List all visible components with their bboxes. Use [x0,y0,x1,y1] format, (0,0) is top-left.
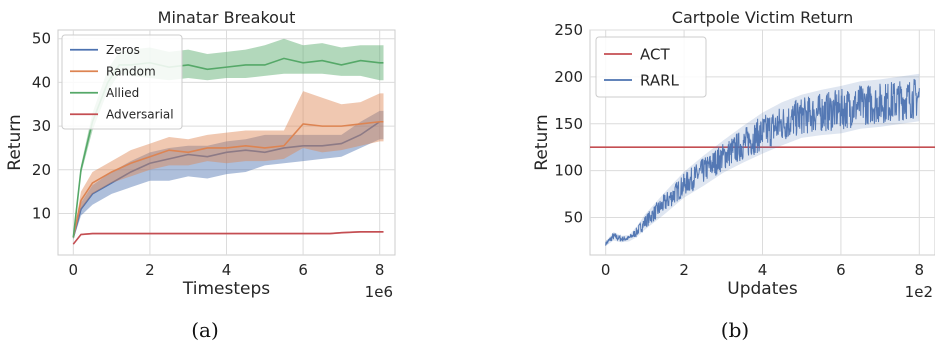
plot-series [590,73,935,246]
x-axis-scale-label: 1e2 [905,283,933,301]
y-tick-label: 20 [32,161,51,179]
band-adversarial [73,230,384,245]
y-tick-label: 250 [554,21,583,39]
legend-label-zeros: Zeros [106,43,140,57]
y-tick-label: 100 [554,162,583,180]
y-axis-label: Return [532,114,552,170]
chart-title: Minatar Breakout [158,8,296,27]
band-zeros [73,110,384,240]
y-tick-label: 150 [554,115,583,133]
band-random [73,91,384,240]
y-tick-label: 200 [554,68,583,86]
legend-label-rarl: RARL [640,71,679,89]
chart-cartpole-victim-return: 0 2 4 6 8 50 100 150 200 250 Cartpole Victim Retur… [532,8,935,301]
x-tick-label: 2 [145,261,155,279]
legend-label-allied: Allied [106,86,139,100]
tick-labels: 0 2 4 6 8 50 100 150 200 250 [554,21,924,279]
y-tick-label: 50 [564,209,583,227]
x-tick-label: 0 [69,261,79,279]
legend: Zeros Random Allied Adversarial [61,34,183,130]
x-tick-label: 4 [758,261,768,279]
legend-box [595,36,707,98]
y-tick-label: 10 [32,204,51,222]
x-tick-label: 6 [836,261,846,279]
x-tick-label: 0 [601,261,611,279]
line-random [72,120,384,238]
legend-label-adversarial: Adversarial [106,108,174,122]
x-axis-label: Timesteps [182,279,270,299]
y-tick-label: 40 [32,73,51,91]
line-adversarial [72,231,384,245]
legend: ACT RARL [595,36,707,98]
y-axis-label: Return [5,114,25,170]
chart-minatar-breakout: 0 2 4 6 8 10 20 30 40 50 Minatar Breakout Timesteps… [5,8,396,301]
chart-title: Cartpole Victim Return [672,8,853,27]
y-tick-label: 30 [32,117,51,135]
x-axis-scale-label: 1e6 [365,283,393,301]
x-tick-label: 8 [375,261,385,279]
x-axis-label: Updates [727,279,798,299]
legend-label-act: ACT [640,45,670,63]
x-tick-label: 2 [679,261,689,279]
line-rarl [605,78,920,246]
line-zeros [72,120,384,238]
caption-b: (b) [720,318,750,342]
caption-a: (a) [191,318,219,342]
y-tick-label: 50 [32,30,51,48]
x-tick-label: 4 [222,261,232,279]
band-allied [73,38,384,240]
tick-labels: 0 2 4 6 8 10 20 30 40 50 [32,30,385,279]
legend-box [61,34,183,130]
x-tick-label: 8 [915,261,925,279]
legend-label-random: Random [106,65,156,79]
x-tick-label: 6 [298,261,308,279]
